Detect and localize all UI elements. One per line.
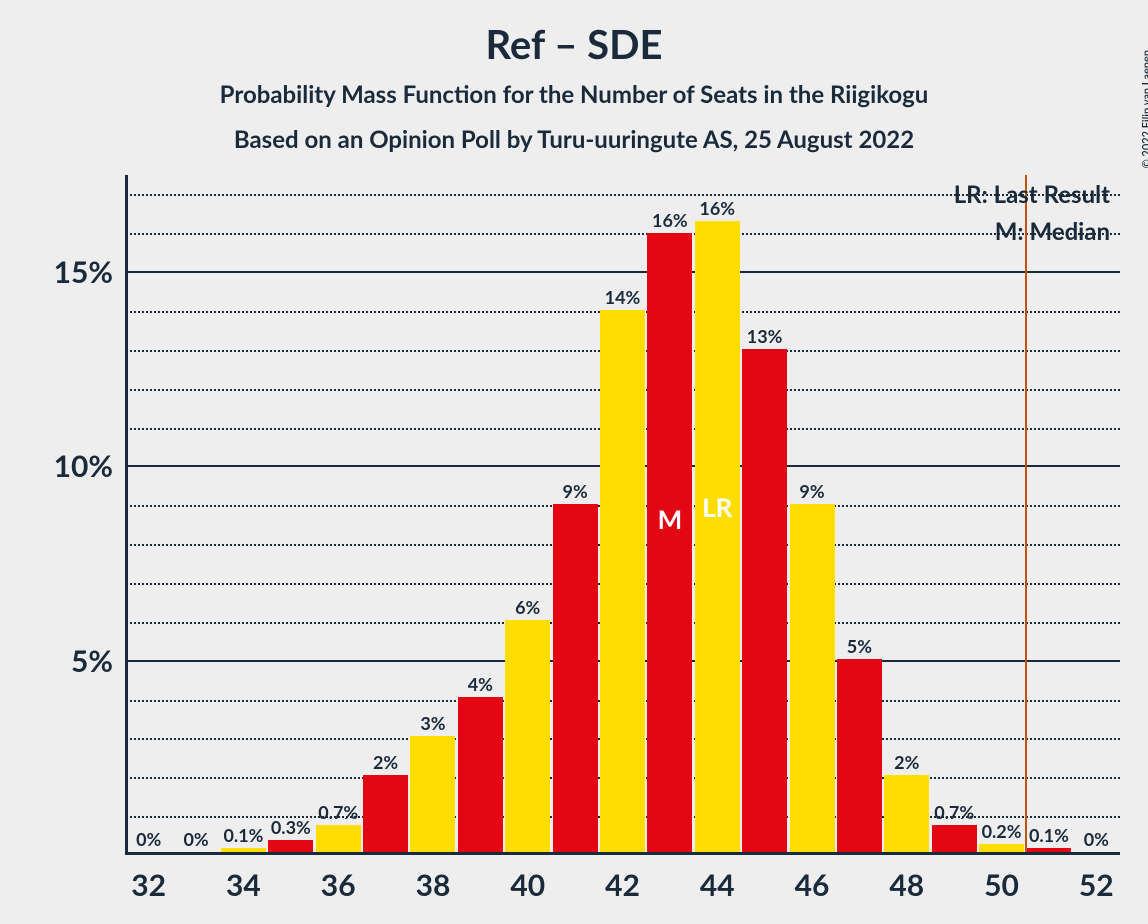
x-tick-label: 36 <box>321 867 356 903</box>
bar-value-label: 0.1% <box>223 824 263 846</box>
bar: 9% <box>553 504 598 852</box>
bar: 13% <box>742 349 787 852</box>
bar: 5% <box>837 659 882 852</box>
bar: 2% <box>884 775 929 852</box>
bar: 2% <box>363 775 408 852</box>
chart-subtitle-1: Probability Mass Function for the Number… <box>0 80 1148 109</box>
bar: 0.7% <box>932 825 977 852</box>
bar-value-label: 16% <box>652 209 688 231</box>
bar-value-label: 16% <box>699 197 735 219</box>
x-tick-label: 40 <box>510 867 545 903</box>
copyright-text: © 2022 Filip van Laenen <box>1140 50 1148 168</box>
majority-line <box>1025 175 1027 855</box>
x-tick-label: 42 <box>605 867 640 903</box>
bar-value-label: 0.7% <box>934 801 974 823</box>
gridline-major <box>125 271 1120 273</box>
chart-title: Ref – SDE <box>0 20 1148 68</box>
x-tick-label: 46 <box>795 867 830 903</box>
x-tick-label: 34 <box>226 867 261 903</box>
bar-value-label: 0.7% <box>318 801 358 823</box>
legend-median: M: Median <box>995 217 1110 246</box>
bar-value-label: 0% <box>136 828 161 850</box>
plot-area: 5%10%15%0%0%0.1%0.3%0.7%2%3%4%6%9%14%16%… <box>125 175 1120 855</box>
x-tick-label: 32 <box>131 867 166 903</box>
bar-value-label: 0% <box>1084 828 1109 850</box>
last-result-marker: LR <box>702 491 732 523</box>
y-tick-label: 5% <box>71 643 113 679</box>
bar-value-label: 2% <box>894 751 919 773</box>
legend-last-result: LR: Last Result <box>954 180 1110 209</box>
median-marker: M <box>658 503 683 535</box>
bar-value-label: 9% <box>563 480 588 502</box>
chart-subtitle-2: Based on an Opinion Poll by Turu-uuringu… <box>0 125 1148 154</box>
bar-value-label: 3% <box>420 712 445 734</box>
chart-container: Ref – SDE Probability Mass Function for … <box>0 0 1148 924</box>
bar-value-label: 0.1% <box>1029 824 1069 846</box>
bar: 6% <box>505 620 550 852</box>
y-tick-label: 10% <box>54 448 113 484</box>
bar-value-label: 6% <box>515 596 540 618</box>
bar: 14% <box>600 310 645 852</box>
bar-value-label: 9% <box>799 480 824 502</box>
bar: 3% <box>410 736 455 852</box>
bar-value-label: 0% <box>183 828 208 850</box>
bar: 16%LR <box>695 221 740 852</box>
bar-value-label: 2% <box>373 751 398 773</box>
bar: 0.7% <box>316 825 361 852</box>
x-axis <box>125 852 1120 855</box>
gridline-minor <box>125 233 1120 235</box>
bar-value-label: 0.3% <box>271 816 311 838</box>
bar-value-label: 5% <box>847 635 872 657</box>
x-tick-label: 48 <box>889 867 924 903</box>
bar-value-label: 0.2% <box>982 820 1022 842</box>
x-tick-label: 52 <box>1079 867 1114 903</box>
x-tick-label: 38 <box>416 867 451 903</box>
bar-value-label: 4% <box>468 673 493 695</box>
bar-value-label: 14% <box>605 286 641 308</box>
y-axis <box>125 175 128 855</box>
bar: 16%M <box>647 233 692 852</box>
bar: 9% <box>790 504 835 852</box>
bar-value-label: 13% <box>747 325 783 347</box>
y-tick-label: 15% <box>54 254 113 290</box>
bar: 4% <box>458 697 503 852</box>
bar: 0.2% <box>979 844 1024 852</box>
x-tick-label: 44 <box>700 867 735 903</box>
x-tick-label: 50 <box>984 867 1019 903</box>
bar: 0.3% <box>268 840 313 852</box>
